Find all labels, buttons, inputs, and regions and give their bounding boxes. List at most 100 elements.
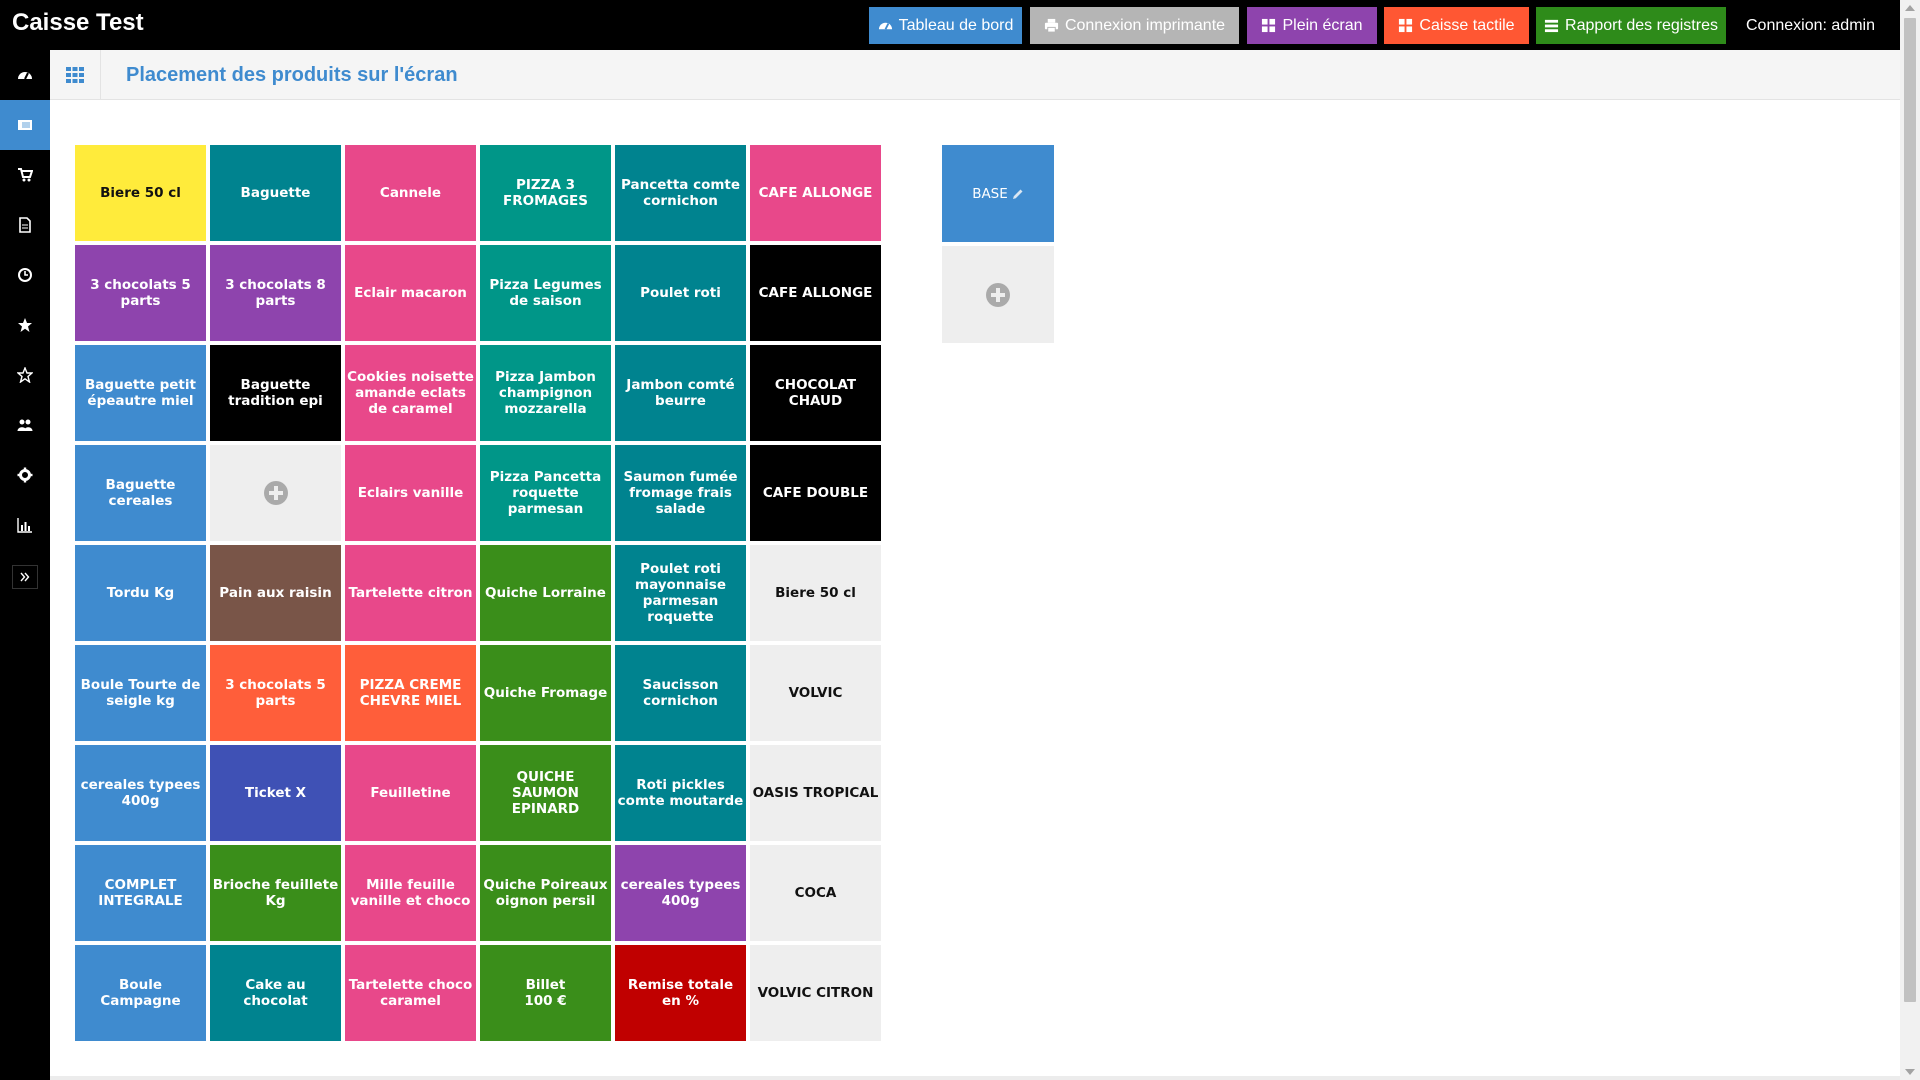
star-icon xyxy=(18,318,32,332)
product-tile[interactable]: 3 chocolats 5 parts xyxy=(210,645,341,741)
product-tile[interactable]: Feuilletine xyxy=(345,745,476,841)
product-tile[interactable]: Baguette cereales xyxy=(75,445,206,541)
fullscreen-button[interactable]: Plein écran xyxy=(1247,7,1377,44)
product-tile[interactable]: CAFE ALLONGE xyxy=(750,245,881,341)
product-tile[interactable]: Pizza Legumes de saison xyxy=(480,245,611,341)
product-tile[interactable]: Baguette petit épeautre miel xyxy=(75,345,206,441)
product-tile[interactable]: Poulet roti xyxy=(615,245,746,341)
product-tile[interactable]: Quiche Lorraine xyxy=(480,545,611,641)
product-tile[interactable]: Jambon comté beurre xyxy=(615,345,746,441)
product-tile[interactable]: VOLVIC CITRON xyxy=(750,945,881,1041)
add-category-button[interactable] xyxy=(942,246,1054,343)
product-tile[interactable]: Remise totale en % xyxy=(615,945,746,1041)
product-tile[interactable]: Biere 50 cl xyxy=(750,545,881,641)
product-tile[interactable]: Boule Campagne xyxy=(75,945,206,1041)
product-label: Jambon comté beurre xyxy=(626,377,735,409)
page-scrollbar[interactable] xyxy=(1900,0,1920,1080)
product-tile[interactable]: Eclairs vanille xyxy=(345,445,476,541)
product-tile[interactable]: Brioche feuillete Kg xyxy=(210,845,341,941)
product-tile[interactable]: Tartelette choco caramel xyxy=(345,945,476,1041)
product-tile[interactable]: Biere 50 cl xyxy=(75,145,206,241)
printer-connect-label: Connexion imprimante xyxy=(1064,16,1226,34)
register-report-button[interactable]: Rapport des registres xyxy=(1536,7,1726,44)
product-tile[interactable]: Tordu Kg xyxy=(75,545,206,641)
product-tile[interactable]: Saumon fumée fromage frais salade xyxy=(615,445,746,541)
register-report-label: Rapport des registres xyxy=(1565,16,1718,34)
fullscreen-icon xyxy=(1261,18,1276,33)
sidebar-item-favorites[interactable] xyxy=(0,300,50,350)
sidebar-item-layout[interactable] xyxy=(0,100,50,150)
product-tile[interactable]: Roti pickles comte moutarde xyxy=(615,745,746,841)
product-tile[interactable]: COMPLET INTEGRALE xyxy=(75,845,206,941)
product-tile[interactable]: cereales typees 400g xyxy=(75,745,206,841)
product-label: Baguette xyxy=(240,185,311,201)
plus-circle-icon xyxy=(263,481,288,505)
product-tile[interactable]: Baguette tradition epi xyxy=(210,345,341,441)
product-tile[interactable]: Billet 100 € xyxy=(480,945,611,1041)
category-panel: BASE xyxy=(942,145,1054,343)
product-tile[interactable]: Ticket X xyxy=(210,745,341,841)
product-tile[interactable]: Pain aux raisin xyxy=(210,545,341,641)
grid-view-button[interactable] xyxy=(50,50,101,100)
scroll-up-arrow-icon[interactable] xyxy=(1905,5,1915,11)
product-tile[interactable]: Mille feuille vanille et choco xyxy=(345,845,476,941)
dashboard-button[interactable]: Tableau de bord xyxy=(869,7,1022,44)
product-tile[interactable]: Pancetta comte cornichon xyxy=(615,145,746,241)
star-outline-icon xyxy=(17,367,33,383)
sidebar-item-documents[interactable] xyxy=(0,200,50,250)
list-icon xyxy=(1544,18,1559,33)
product-tile[interactable]: OASIS TROPICAL xyxy=(750,745,881,841)
scroll-thumb[interactable] xyxy=(1904,18,1916,1002)
product-label: cereales typees 400g xyxy=(620,877,741,909)
product-tile[interactable]: Eclair macaron xyxy=(345,245,476,341)
product-tile[interactable]: Saucisson cornichon xyxy=(615,645,746,741)
sidebar-item-settings[interactable] xyxy=(0,450,50,500)
sidebar-item-history[interactable] xyxy=(0,250,50,300)
product-tile[interactable]: QUICHE SAUMON EPINARD xyxy=(480,745,611,841)
product-tile[interactable]: Poulet roti mayonnaise parmesan roquette xyxy=(615,545,746,641)
product-tile[interactable]: cereales typees 400g xyxy=(615,845,746,941)
product-tile[interactable]: PIZZA 3 FROMAGES xyxy=(480,145,611,241)
app-title[interactable]: Caisse Test xyxy=(12,9,144,36)
product-tile[interactable]: CHOCOLAT CHAUD xyxy=(750,345,881,441)
category-tile-base[interactable]: BASE xyxy=(942,145,1054,242)
sidebar-item-reports[interactable] xyxy=(0,500,50,550)
product-tile[interactable]: CAFE ALLONGE xyxy=(750,145,881,241)
add-product-slot[interactable] xyxy=(210,445,341,541)
product-label: OASIS TROPICAL xyxy=(752,785,879,801)
sidebar-item-cart[interactable] xyxy=(0,150,50,200)
product-tile[interactable]: Pizza Jambon champignon mozzarella xyxy=(480,345,611,441)
product-tile[interactable]: 3 chocolats 5 parts xyxy=(75,245,206,341)
product-tile[interactable]: Pizza Pancetta roquette parmesan xyxy=(480,445,611,541)
top-navbar: Caisse Test Tableau de bord Connexion im… xyxy=(0,0,1900,50)
product-tile[interactable]: 3 chocolats 8 parts xyxy=(210,245,341,341)
scroll-down-arrow-icon[interactable] xyxy=(1905,1069,1915,1075)
product-label: Baguette cereales xyxy=(105,477,176,509)
sidebar-item-ratings[interactable] xyxy=(0,350,50,400)
product-label: Poulet roti mayonnaise parmesan roquette xyxy=(635,561,726,625)
product-tile[interactable]: Quiche Fromage xyxy=(480,645,611,741)
product-tile[interactable]: Quiche Poireaux oignon persil xyxy=(480,845,611,941)
product-label: Roti pickles comte moutarde xyxy=(617,777,744,809)
product-tile[interactable]: Cookies noisette amande eclats de carame… xyxy=(345,345,476,441)
fullscreen-label: Plein écran xyxy=(1282,16,1363,34)
sidebar-expand-button[interactable] xyxy=(12,565,38,589)
product-tile[interactable]: Cannele xyxy=(345,145,476,241)
product-tile[interactable]: PIZZA CREME CHEVRE MIEL xyxy=(345,645,476,741)
sidebar-item-users[interactable] xyxy=(0,400,50,450)
login-status[interactable]: Connexion: admin xyxy=(1746,16,1875,34)
bar-chart-icon xyxy=(17,518,32,533)
sidebar-item-dashboard[interactable] xyxy=(0,50,50,100)
product-label: Baguette petit épeautre miel xyxy=(85,377,196,409)
product-tile[interactable]: CAFE DOUBLE xyxy=(750,445,881,541)
product-tile[interactable]: VOLVIC xyxy=(750,645,881,741)
product-tile[interactable]: Boule Tourte de seigle kg xyxy=(75,645,206,741)
product-tile[interactable]: Cake au chocolat xyxy=(210,945,341,1041)
product-tile[interactable]: Tartelette citron xyxy=(345,545,476,641)
product-tile[interactable]: COCA xyxy=(750,845,881,941)
printer-connect-button[interactable]: Connexion imprimante xyxy=(1030,7,1239,44)
product-tile[interactable]: Baguette xyxy=(210,145,341,241)
layout-icon xyxy=(18,120,32,130)
touch-register-button[interactable]: Caisse tactile xyxy=(1384,7,1529,44)
product-label: Tartelette citron xyxy=(348,585,473,601)
